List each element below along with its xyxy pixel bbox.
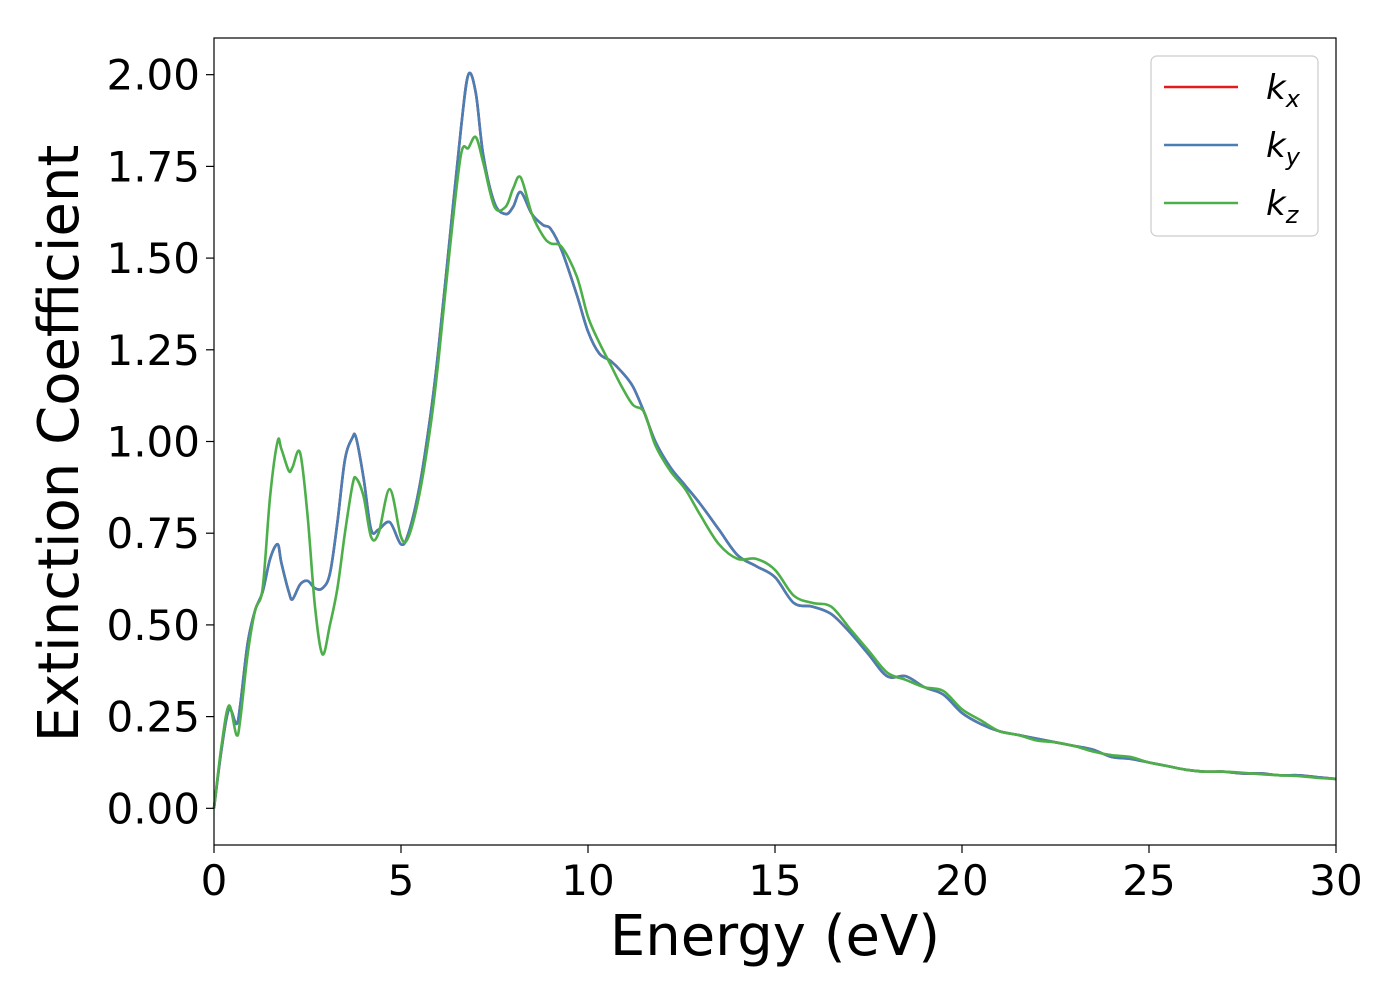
y-tick-label: 0.00: [106, 784, 200, 833]
x-tick-label: 15: [748, 856, 801, 905]
x-axis: 0 5 10 15 20 25 30: [201, 845, 1363, 905]
legend: kx ky kz: [1150, 55, 1319, 237]
x-tick-label: 25: [1122, 856, 1175, 905]
x-tick-label: 0: [201, 856, 228, 905]
y-tick-label: 1.75: [106, 142, 200, 191]
y-tick-label: 1.50: [106, 234, 200, 283]
x-tick-label: 5: [388, 856, 415, 905]
x-axis-label: Energy (eV): [610, 904, 940, 969]
y-axis-label: Extinction Coefficient: [27, 145, 92, 743]
y-tick-label: 0.50: [106, 601, 200, 650]
y-axis: 0.00 0.25 0.50 0.75 1.00 1.25 1.50 1.75 2.00: [106, 51, 214, 833]
legend-label-k-x: kx: [1266, 68, 1301, 113]
legend-label-k-z: kz: [1266, 184, 1300, 229]
x-tick-label: 30: [1309, 856, 1362, 905]
y-tick-label: 2.00: [106, 51, 200, 100]
series-layer: [212, 71, 1337, 809]
legend-label-k-y: ky: [1266, 126, 1301, 171]
series-line-k-z: [212, 135, 1337, 809]
x-tick-label: 20: [935, 856, 988, 905]
y-tick-label: 0.75: [106, 509, 200, 558]
y-tick-label: 1.25: [106, 326, 200, 375]
y-tick-label: 0.25: [106, 693, 200, 742]
y-tick-label: 1.00: [106, 418, 200, 467]
x-tick-label: 10: [561, 856, 614, 905]
